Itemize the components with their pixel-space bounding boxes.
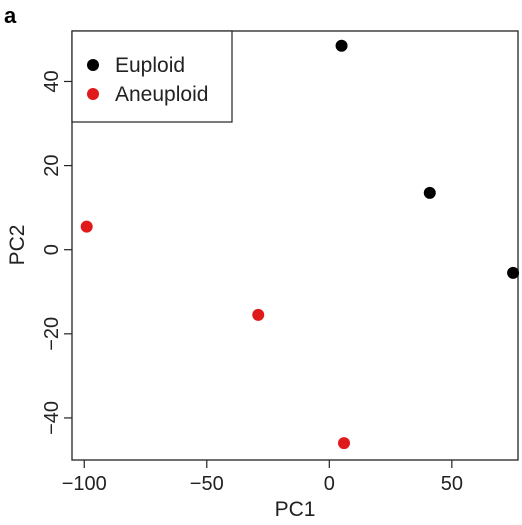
aneuploid-legend-label: Aneuploid bbox=[115, 83, 208, 106]
aneuploid-point bbox=[338, 437, 351, 450]
y-tick-label: −20 bbox=[41, 317, 63, 351]
euploid-point bbox=[335, 39, 348, 52]
y-tick-label: 20 bbox=[41, 154, 63, 176]
x-tick-label: 0 bbox=[324, 473, 335, 495]
aneuploid-point bbox=[252, 308, 265, 321]
y-tick-label: −40 bbox=[41, 401, 63, 435]
legend: Euploid Aneuploid bbox=[71, 30, 233, 123]
data-points bbox=[80, 39, 520, 450]
euploid-point bbox=[507, 266, 520, 279]
euploid-legend-marker bbox=[87, 59, 99, 71]
y-tick-label: 40 bbox=[41, 70, 63, 92]
aneuploid-point bbox=[80, 220, 93, 233]
x-tick-label: 50 bbox=[441, 473, 463, 495]
x-tick-label: −100 bbox=[62, 473, 107, 495]
y-axis: −40 −20 0 20 40 bbox=[41, 70, 72, 435]
legend-box bbox=[71, 30, 233, 123]
panel-label: a bbox=[4, 3, 17, 28]
plot-frame bbox=[71, 30, 519, 461]
euploid-point bbox=[423, 186, 436, 199]
y-tick-label: 0 bbox=[41, 244, 63, 255]
x-axis: −100 −50 0 50 bbox=[62, 460, 463, 495]
euploid-legend-label: Euploid bbox=[115, 54, 185, 77]
aneuploid-legend-marker bbox=[87, 88, 99, 100]
x-axis-label: PC1 bbox=[275, 498, 316, 521]
x-tick-label: −50 bbox=[190, 473, 224, 495]
y-axis-label: PC2 bbox=[6, 225, 29, 266]
